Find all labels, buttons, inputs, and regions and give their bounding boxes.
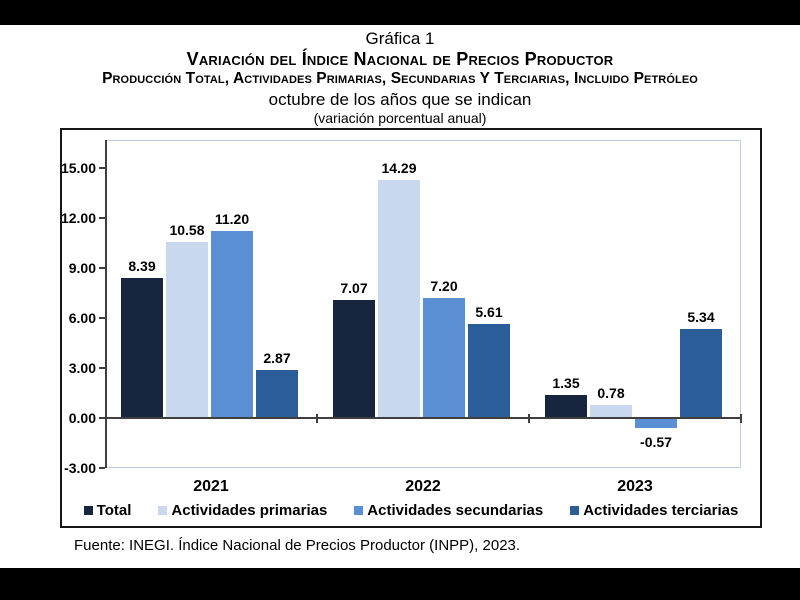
- source-note: Fuente: INEGI. Índice Nacional de Precio…: [74, 537, 521, 554]
- chart-header: Gráfica 1 Variación del Índice Nacional …: [0, 29, 800, 126]
- legend-item-total: Total: [83, 502, 132, 519]
- y-axis-tick-label: 15.00: [60, 159, 96, 176]
- legend-label: Actividades terciarias: [583, 502, 739, 519]
- y-axis-tick-mark: [99, 166, 105, 169]
- bar-value-label: 14.29: [381, 159, 417, 176]
- x-axis-tick-mark: [528, 414, 530, 423]
- x-axis-tick-mark: [740, 414, 742, 423]
- bar-actividades-primarias-2022: [378, 179, 420, 418]
- legend-marker-icon: [158, 506, 168, 515]
- legend-label: Actividades primarias: [171, 502, 328, 519]
- legend-label: Total: [96, 502, 132, 519]
- x-axis-category-label: 2021: [193, 478, 229, 495]
- y-axis-tick-label: 6.00: [68, 309, 96, 326]
- bar-actividades-primarias-2021: [166, 241, 208, 418]
- legend-item-actividades-terciarias: Actividades terciarias: [570, 502, 738, 519]
- legend-marker-icon: [354, 506, 364, 515]
- legend-item-actividades-secundarias: Actividades secundarias: [354, 502, 543, 519]
- y-axis-tick-label: 3.00: [68, 359, 96, 376]
- x-axis-category-label: 2022: [405, 478, 441, 495]
- chart-subtitle: Producción Total, Actividades Primarias,…: [102, 70, 698, 88]
- bar-value-label: 7.20: [430, 277, 458, 294]
- y-axis-tick-label: 9.00: [68, 259, 96, 276]
- y-axis-tick-label: 12.00: [60, 209, 96, 226]
- bar-value-label: -0.57: [640, 433, 672, 450]
- legend-marker-icon: [570, 506, 580, 515]
- bar-actividades-terciarias-2023: [680, 328, 722, 418]
- y-axis-tick-mark: [99, 467, 105, 469]
- legend-item-actividades-primarias: Actividades primarias: [158, 502, 327, 519]
- bar-actividades-terciarias-2022: [468, 324, 510, 418]
- y-axis-tick-label: -3.00: [64, 460, 96, 476]
- y-axis-line: [105, 140, 107, 468]
- bar-value-label: 5.61: [475, 304, 503, 321]
- x-axis-tick-mark: [316, 414, 318, 423]
- y-axis-tick-mark: [99, 216, 105, 219]
- bar-total-2022: [333, 300, 375, 418]
- legend-marker-icon: [83, 506, 93, 515]
- y-axis-tick-mark: [99, 316, 105, 319]
- bar-actividades-terciarias-2021: [256, 370, 298, 418]
- chart-container: Total Actividades primarias Actividades se…: [60, 128, 762, 528]
- x-axis-category-label: 2023: [617, 478, 653, 495]
- bar-total-2021: [121, 278, 163, 418]
- chart-title: Variación del Índice Nacional de Precios…: [186, 49, 614, 70]
- zero-baseline: [105, 417, 741, 419]
- y-axis-tick-label: 0.00: [68, 410, 96, 426]
- bar-actividades-secundarias-2022: [423, 297, 465, 418]
- bar-actividades-primarias-2023: [590, 404, 632, 418]
- bar-value-label: 0.78: [597, 384, 625, 401]
- bar-value-label: 10.58: [169, 221, 205, 238]
- bar-value-label: 5.34: [687, 308, 715, 325]
- legend-label: Actividades secundarias: [367, 502, 544, 519]
- bar-value-label: 2.87: [263, 350, 291, 367]
- y-axis-tick-mark: [99, 417, 105, 419]
- figure-number: Gráfica 1: [365, 29, 435, 48]
- y-axis-tick-mark: [99, 266, 105, 269]
- top-black-bar: [0, 0, 800, 25]
- y-axis-tick-mark: [99, 366, 105, 369]
- chart-legend: Total Actividades primarias Actividades se…: [62, 502, 760, 519]
- bar-value-label: 7.07: [340, 280, 368, 297]
- bottom-black-bar: [0, 568, 800, 600]
- bar-value-label: 8.39: [128, 258, 156, 275]
- bar-total-2023: [545, 395, 587, 418]
- bar-value-label: 1.35: [552, 375, 580, 392]
- bar-value-label: 11.20: [214, 211, 250, 228]
- bar-actividades-secundarias-2021: [211, 231, 253, 418]
- bar-actividades-secundarias-2023: [635, 418, 677, 428]
- chart-period: octubre de los años que se indican: [268, 89, 532, 109]
- chart-unit-note: (variación porcentual anual): [313, 109, 487, 126]
